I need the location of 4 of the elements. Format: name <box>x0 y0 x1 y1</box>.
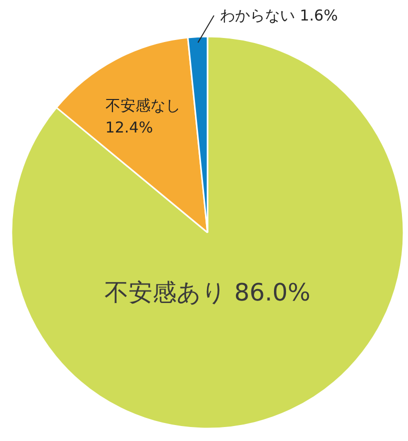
slice-label: 不安感あり 86.0% <box>104 278 310 306</box>
data-label: 12.4% <box>105 118 153 136</box>
slice-label: 不安感なし <box>105 96 180 114</box>
slice-label: わからない 1.6% <box>220 6 338 24</box>
